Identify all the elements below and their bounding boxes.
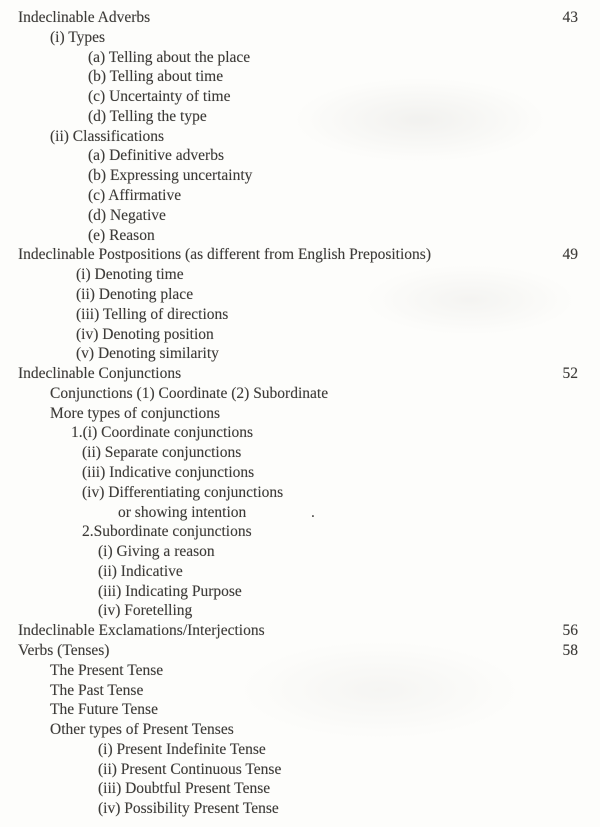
toc-entry-text: Indeclinable Postpositions (as different… bbox=[18, 246, 431, 264]
toc-entry-text: (c) Uncertainty of time bbox=[88, 88, 231, 106]
toc-entry-text: (d) Negative bbox=[88, 206, 166, 224]
toc-row: (d) Negative bbox=[0, 206, 600, 226]
toc-entry-text: (i) Giving a reason bbox=[98, 543, 215, 561]
toc-entry-text: (iv) Differentiating conjunctions bbox=[82, 483, 284, 501]
toc-entry-text: (a) Telling about the place bbox=[88, 48, 251, 66]
toc-row: (a) Definitive adverbs bbox=[0, 146, 600, 166]
toc-row: (c) Uncertainty of time bbox=[0, 87, 600, 107]
toc-page-number: 56 bbox=[562, 622, 579, 640]
toc-entry-text: (iii) Doubtful Present Tense bbox=[98, 780, 271, 798]
toc-row: (ii) Denoting place bbox=[0, 285, 600, 305]
toc-row: (b) Expressing uncertainty bbox=[0, 166, 600, 186]
toc-entry-text: (i) Present Indefinite Tense bbox=[98, 740, 266, 758]
toc-entry-text: (a) Definitive adverbs bbox=[88, 147, 224, 165]
toc-entry-text: (ii) Classifications bbox=[50, 127, 165, 145]
toc-entry-text: (i) Types bbox=[50, 28, 106, 46]
toc-entry-text: The Past Tense bbox=[50, 681, 144, 699]
toc-row: The Present Tense bbox=[0, 661, 600, 681]
toc-entry-text: (i) Denoting time bbox=[76, 266, 184, 284]
toc-entry-text: (e) Reason bbox=[88, 226, 155, 244]
toc-row: 2.Subordinate conjunctions bbox=[0, 522, 600, 542]
toc-entry-text: (ii) Separate conjunctions bbox=[82, 444, 242, 462]
toc-row: (b) Telling about time bbox=[0, 67, 600, 87]
toc-row: 1.(i) Coordinate conjunctions bbox=[0, 423, 600, 443]
toc-row: (iv) Foretelling bbox=[0, 601, 600, 621]
toc-entry-text: The Present Tense bbox=[50, 661, 164, 679]
toc-entry-text: Verbs (Tenses) bbox=[18, 642, 110, 659]
toc-entry-text: (iv) Denoting position bbox=[76, 325, 214, 343]
toc-entry-text: More types of conjunctions bbox=[50, 404, 221, 422]
toc-entry-text: (iii) Indicating Purpose bbox=[98, 582, 242, 600]
toc-entry-text: Other types of Present Tenses bbox=[50, 721, 234, 739]
toc-row: Conjunctions (1) Coordinate (2) Subordin… bbox=[0, 384, 600, 404]
toc-entry-text: (ii) Denoting place bbox=[76, 285, 194, 303]
toc-row: or showing intention bbox=[0, 503, 600, 523]
toc-row: The Past Tense bbox=[0, 681, 600, 701]
stray-ink-dot: . bbox=[311, 504, 315, 521]
toc-row: Indeclinable Conjunctions 52 bbox=[0, 364, 600, 384]
toc-entry-text: (c) Affirmative bbox=[88, 187, 182, 205]
toc-entry-text: 2.Subordinate conjunctions bbox=[82, 523, 252, 541]
toc-page-number: 43 bbox=[562, 9, 579, 26]
toc-row: Indeclinable Exclamations/Interjections 5… bbox=[0, 621, 600, 641]
toc-entry-text: (iv) Foretelling bbox=[98, 602, 193, 620]
toc-row: Indeclinable Postpositions (as different… bbox=[0, 245, 600, 265]
toc-entry-text: 1.(i) Coordinate conjunctions bbox=[71, 424, 254, 442]
toc-entry-text: (v) Denoting similarity bbox=[76, 345, 219, 363]
toc-row: (c) Affirmative bbox=[0, 186, 600, 206]
toc-row: (iii) Indicating Purpose bbox=[0, 582, 600, 602]
toc-row: Indeclinable Adverbs 43 bbox=[0, 8, 600, 28]
toc-entry-text: (ii) Present Continuous Tense bbox=[98, 760, 282, 778]
toc-entry-text: Conjunctions (1) Coordinate (2) Subordin… bbox=[50, 384, 329, 402]
toc-entry-text: (iv) Possibility Present Tense bbox=[98, 800, 279, 818]
toc-row: Verbs (Tenses) 58 bbox=[0, 641, 600, 661]
toc-page-number: 52 bbox=[562, 365, 579, 383]
toc-row: (ii) Classifications bbox=[0, 127, 600, 147]
toc-row: The Future Tense bbox=[0, 700, 600, 720]
toc-row: More types of conjunctions bbox=[0, 404, 600, 424]
toc-row: (iv) Denoting position bbox=[0, 325, 600, 345]
toc-row: (i) Present Indefinite Tense bbox=[0, 740, 600, 760]
toc-row: (ii) Indicative bbox=[0, 562, 600, 582]
toc-row: (iv) Possibility Present Tense bbox=[0, 799, 600, 819]
toc-entry-text: (b) Telling about time bbox=[88, 68, 224, 86]
toc-row: (i) Types bbox=[0, 28, 600, 48]
toc-row: (ii) Separate conjunctions bbox=[0, 443, 600, 463]
toc-row: (d) Telling the type bbox=[0, 107, 600, 127]
toc-row: (iii) Telling of directions bbox=[0, 305, 600, 325]
toc-page-number: 49 bbox=[562, 246, 579, 264]
toc-entry-text: (iii) Indicative conjunctions bbox=[82, 463, 255, 481]
toc-row: Other types of Present Tenses bbox=[0, 720, 600, 740]
toc-entry-text: Indeclinable Conjunctions bbox=[18, 365, 182, 383]
toc-entry-text: (b) Expressing uncertainty bbox=[88, 167, 253, 185]
toc-entry-text: or showing intention bbox=[118, 503, 247, 521]
toc-row: (iv) Differentiating conjunctions bbox=[0, 483, 600, 503]
toc-row: (iii) Indicative conjunctions bbox=[0, 463, 600, 483]
toc-row: (i) Giving a reason bbox=[0, 542, 600, 562]
toc-entry-text: The Future Tense bbox=[50, 701, 158, 719]
toc-entry-text: (d) Telling the type bbox=[88, 107, 207, 125]
toc-entry-text: (iii) Telling of directions bbox=[76, 305, 229, 323]
toc-row: (e) Reason bbox=[0, 226, 600, 246]
toc-row: (i) Denoting time bbox=[0, 265, 600, 285]
toc-row: (v) Denoting similarity bbox=[0, 344, 600, 364]
toc-entry-text: Indeclinable Adverbs bbox=[18, 9, 151, 26]
toc-row: (a) Telling about the place bbox=[0, 48, 600, 68]
toc-entry-text: (ii) Indicative bbox=[98, 562, 183, 580]
toc-entry-text: Indeclinable Exclamations/Interjections bbox=[18, 622, 265, 640]
toc-page-number: 58 bbox=[562, 642, 579, 659]
toc-row: (iii) Doubtful Present Tense bbox=[0, 779, 600, 799]
toc-row: (ii) Present Continuous Tense bbox=[0, 760, 600, 780]
